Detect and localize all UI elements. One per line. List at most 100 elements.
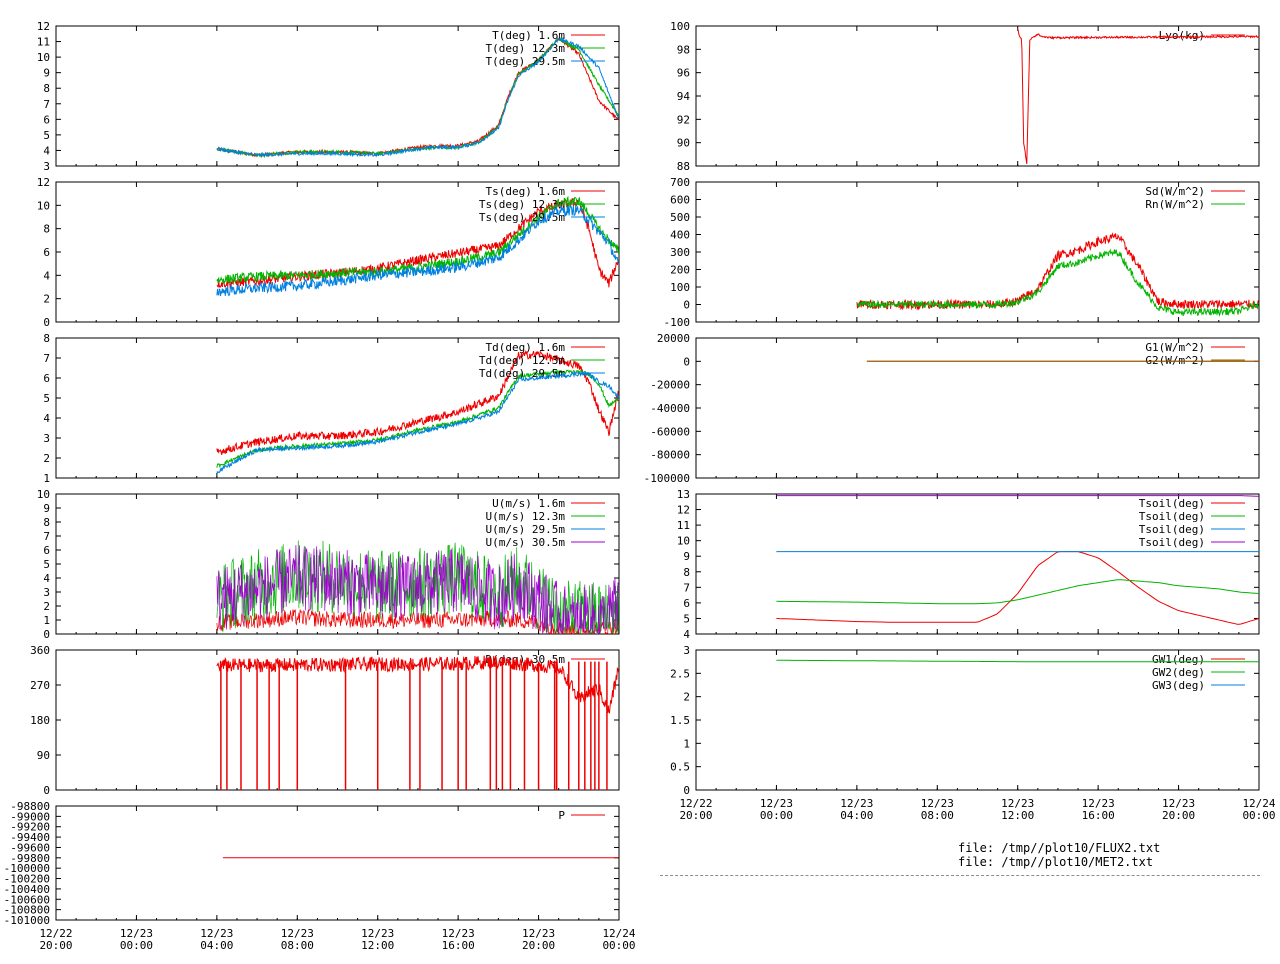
time-tick-time: 12:00 (1001, 809, 1034, 822)
panel-frame-Lyo (695, 25, 1260, 167)
ytick-label: 8 (43, 82, 50, 95)
series-line-Td-2 (216, 370, 620, 475)
series-line-Tsoil-1 (776, 579, 1260, 605)
ytick-label: 400 (670, 229, 690, 242)
ytick-label: 4 (43, 572, 50, 585)
ytick-label: 5 (43, 558, 50, 571)
legend-label: Tsoil(deg) (1139, 497, 1205, 510)
legend-label: U(m/s) 29.5m (486, 523, 566, 536)
ytick-label: -99600 (10, 841, 50, 854)
ytick-label: 180 (30, 714, 50, 727)
legend-label: Td(deg) 12.3m (479, 354, 565, 367)
ytick-label: 96 (677, 67, 690, 80)
panel-frame-P (55, 805, 620, 921)
series-line-Rad-0 (856, 232, 1260, 311)
ytick-label: -100400 (4, 883, 50, 896)
ytick-label: -20000 (650, 379, 690, 392)
ytick-label: 3 (43, 432, 50, 445)
time-tick-date: 12/22 (39, 927, 72, 940)
ytick-label: 0 (683, 355, 690, 368)
ytick-label: 8 (683, 566, 690, 579)
ytick-label: 10 (37, 51, 50, 64)
legend-label: GW2(deg) (1152, 666, 1205, 679)
ytick-label: 700 (670, 176, 690, 189)
ytick-label: 90 (677, 137, 690, 150)
ytick-label: 3 (43, 586, 50, 599)
ytick-label: -40000 (650, 402, 690, 415)
time-tick-time: 04:00 (840, 809, 873, 822)
time-tick-time: 16:00 (1082, 809, 1115, 822)
time-tick-date: 12/24 (602, 927, 635, 940)
file-path-flux: file: /tmp//plot10/FLUX2.txt (958, 841, 1161, 855)
ytick-label: 1.5 (670, 714, 690, 727)
legend-label: Lyo(kg) (1159, 29, 1205, 42)
separator-line (660, 875, 1260, 876)
legend-label: Td(deg) 1.6m (486, 341, 566, 354)
ytick-label: 11 (677, 519, 690, 532)
series-line-Ts-2 (216, 204, 620, 297)
legend-label: T(deg) 12.3m (486, 42, 566, 55)
ytick-label: 5 (43, 392, 50, 405)
ytick-label: 4 (43, 269, 50, 282)
ytick-label: 6 (43, 246, 50, 259)
series-line-Dir-0 (216, 655, 620, 714)
series-line-T-2 (216, 36, 619, 159)
ytick-label: 7 (683, 581, 690, 594)
ytick-label: 10 (37, 488, 50, 501)
ytick-label: 6 (43, 544, 50, 557)
ytick-label: 1 (683, 737, 690, 750)
ytick-label: 2.5 (670, 667, 690, 680)
ytick-label: 6 (43, 372, 50, 385)
legend-label: GW1(deg) (1152, 653, 1205, 666)
ytick-label: 6 (683, 597, 690, 610)
ytick-label: 5 (43, 129, 50, 142)
ytick-label: 0 (43, 316, 50, 329)
ytick-label: -100000 (4, 862, 50, 875)
time-tick-date: 12/23 (1001, 797, 1034, 810)
file-path-met: file: /tmp//plot10/MET2.txt (958, 855, 1154, 869)
ytick-label: 92 (677, 113, 690, 126)
legend-label: U(m/s) 30.5m (486, 536, 566, 549)
ytick-label: 7 (43, 98, 50, 111)
legend-label: G1(W/m^2) (1145, 341, 1205, 354)
time-tick-date: 12/23 (361, 927, 394, 940)
time-tick-date: 12/24 (1242, 797, 1275, 810)
ytick-label: -80000 (650, 449, 690, 462)
ytick-label: 3 (43, 160, 50, 173)
legend-label: G2(W/m^2) (1145, 354, 1205, 367)
ytick-label: 8 (43, 332, 50, 345)
file-list: file: /tmp//plot10/FLUX2.txt file: /tmp/… (958, 841, 1160, 869)
series-line-U-1 (216, 540, 619, 635)
ytick-label: 3 (683, 644, 690, 657)
series-line-U-3 (216, 545, 619, 635)
ytick-label: -100200 (4, 873, 50, 886)
series-line-T-0 (216, 37, 620, 158)
time-tick-date: 12/23 (522, 927, 555, 940)
ytick-label: -100 (664, 316, 691, 329)
time-tick-time: 20:00 (1162, 809, 1195, 822)
ytick-label: 10 (37, 199, 50, 212)
ytick-label: 0 (43, 784, 50, 797)
legend-label: Tsoil(deg) (1139, 536, 1205, 549)
time-tick-date: 12/23 (840, 797, 873, 810)
legend-label: Tsoil(deg) (1139, 510, 1205, 523)
ytick-label: 9 (683, 550, 690, 563)
time-tick-time: 00:00 (120, 939, 153, 952)
time-tick-time: 16:00 (442, 939, 475, 952)
ytick-label: 100 (670, 20, 690, 33)
ytick-label: 2 (43, 293, 50, 306)
legend-label: U(m/s) 1.6m (492, 497, 565, 510)
legend-label: P (558, 809, 565, 822)
series-line-Td-1 (216, 368, 619, 469)
legend-label: Tsoil(deg) (1139, 523, 1205, 536)
ytick-label: 1 (43, 472, 50, 485)
time-tick-date: 12/23 (120, 927, 153, 940)
time-tick-time: 20:00 (39, 939, 72, 952)
ytick-label: 2 (43, 452, 50, 465)
legend-label: Rn(W/m^2) (1145, 198, 1205, 211)
time-tick-date: 12/23 (442, 927, 475, 940)
ytick-label: 10 (677, 535, 690, 548)
time-tick-date: 12/23 (1162, 797, 1195, 810)
ytick-label: 300 (670, 246, 690, 259)
